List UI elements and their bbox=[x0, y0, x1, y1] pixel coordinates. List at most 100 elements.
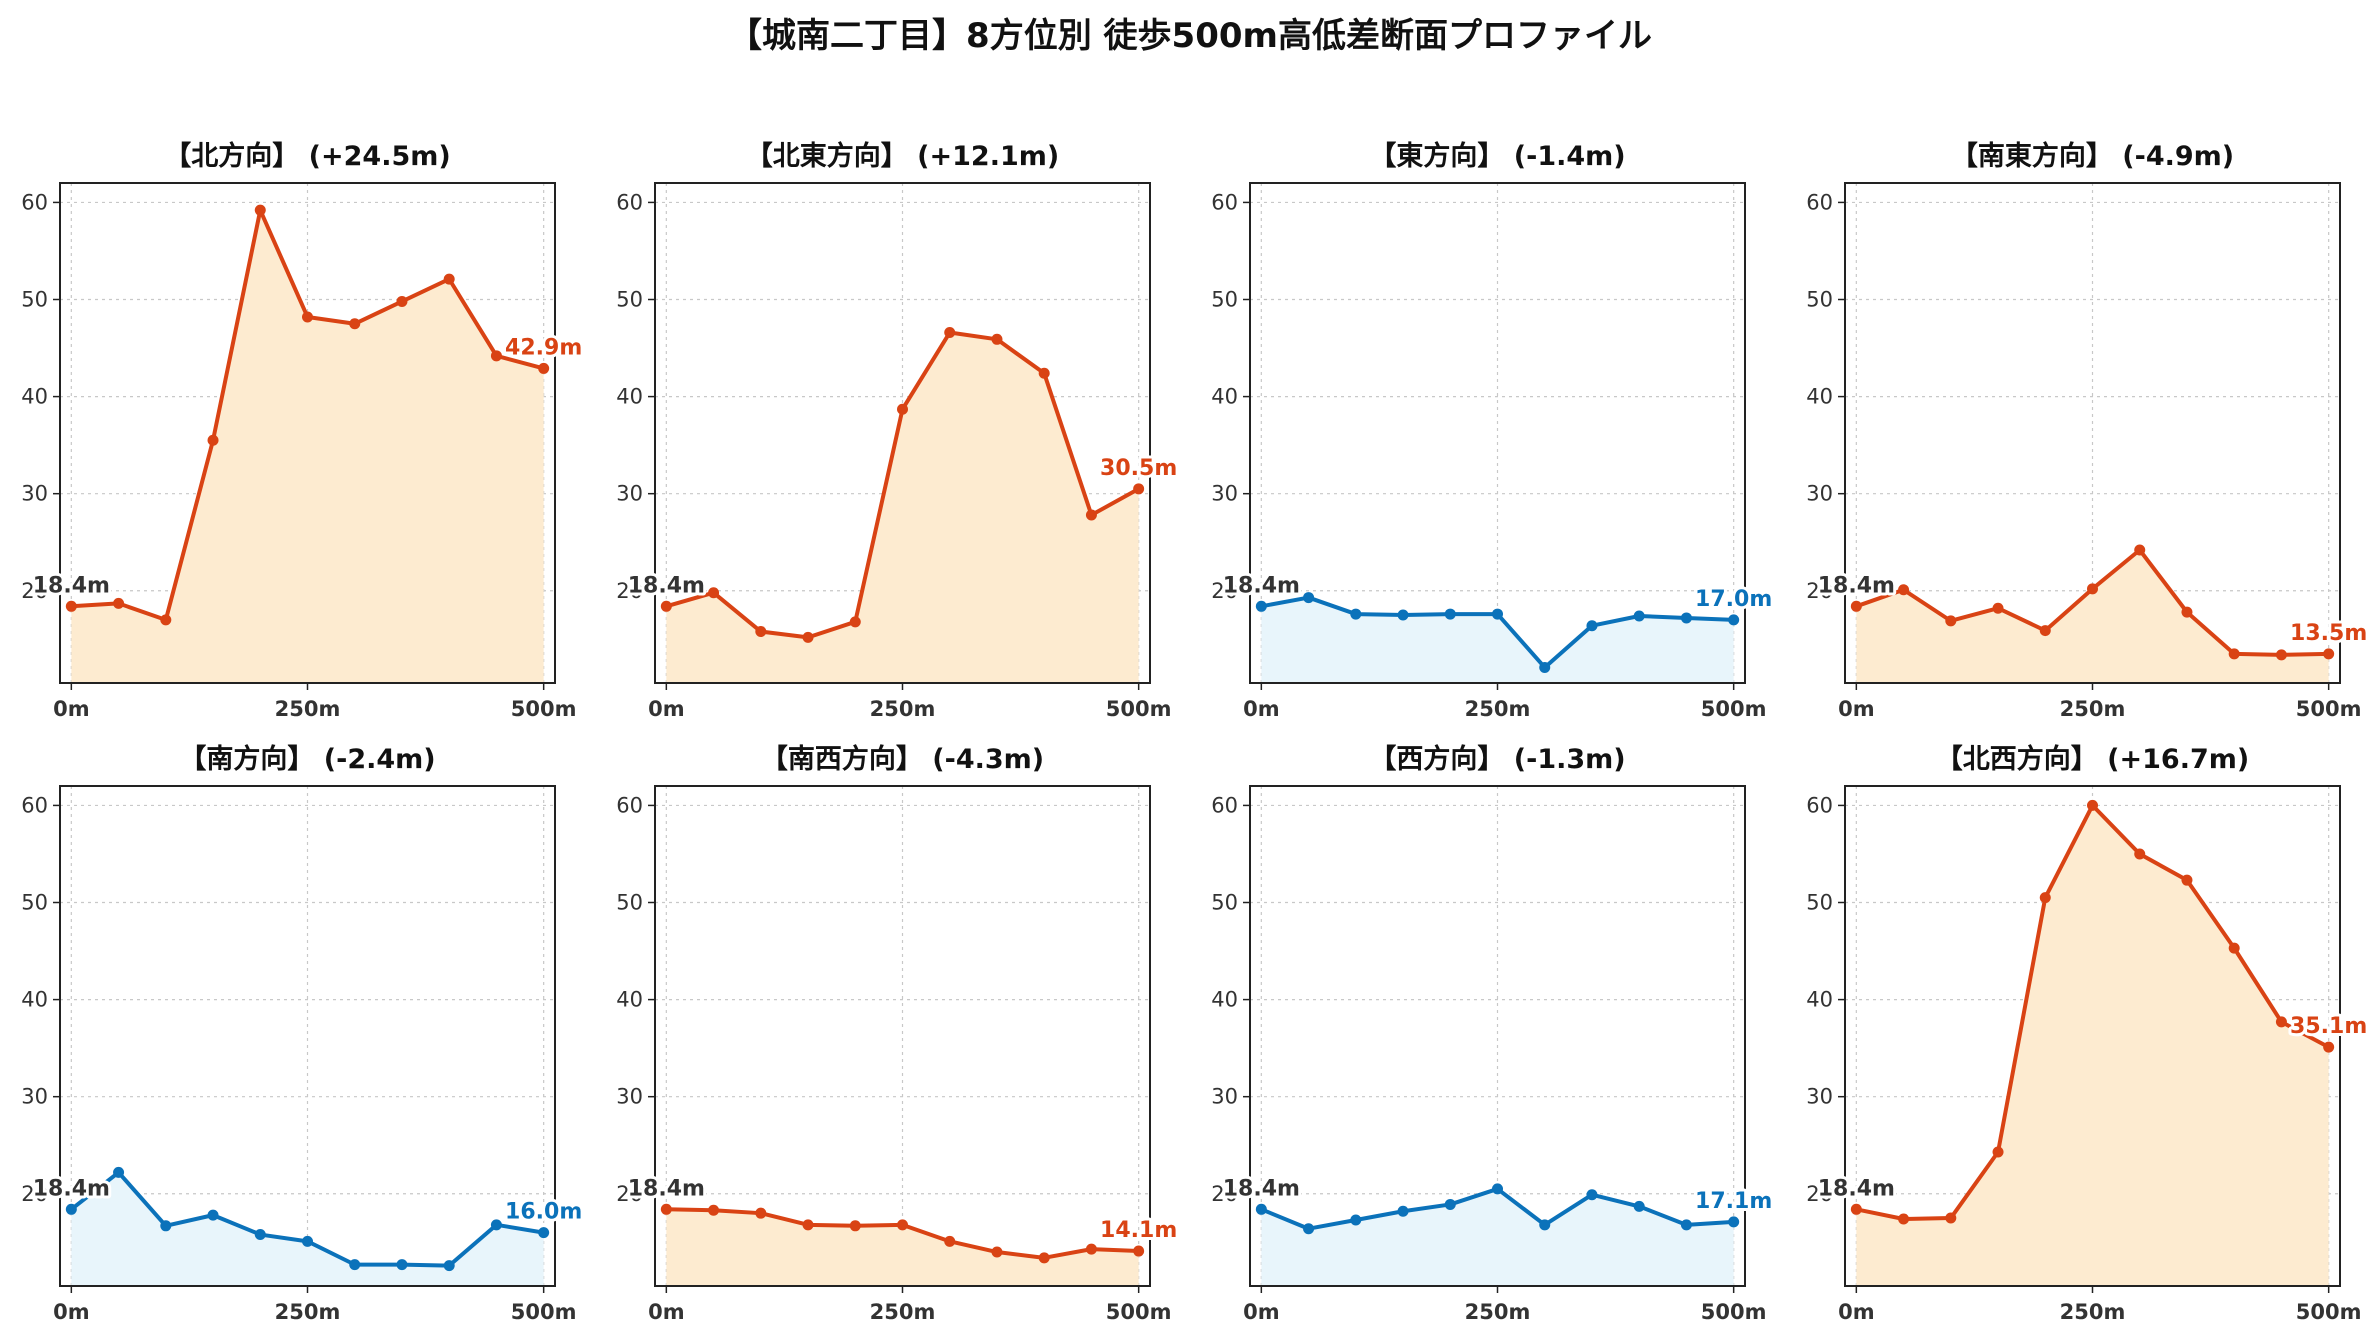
x-tick-label: 0m bbox=[1838, 697, 1875, 721]
data-point bbox=[65, 600, 77, 612]
data-point bbox=[802, 1219, 814, 1231]
data-point bbox=[2181, 606, 2193, 618]
panel-title: 【南方向】 (-2.4m) bbox=[179, 743, 435, 775]
end-label-halo: 14.1m bbox=[1100, 1218, 1177, 1243]
y-tick-label: 50 bbox=[616, 891, 643, 915]
data-point bbox=[1633, 1200, 1645, 1212]
data-point bbox=[1133, 483, 1145, 495]
panel-title: 【北東方向】 (+12.1m) bbox=[746, 140, 1059, 172]
start-label-halo: 18.4m bbox=[1818, 1176, 1895, 1201]
axes-frame bbox=[1844, 182, 2341, 684]
x-tick-label: 250m bbox=[1465, 1300, 1531, 1324]
x-tick-label: 500m bbox=[1106, 1300, 1172, 1324]
data-point bbox=[1038, 1252, 1050, 1264]
y-tick-label: 50 bbox=[21, 891, 48, 915]
y-tick-label: 30 bbox=[1806, 1085, 1833, 1109]
data-point bbox=[2275, 1016, 2287, 1028]
data-point bbox=[2087, 583, 2098, 595]
data-point bbox=[443, 1260, 455, 1272]
start-label: 18.4m bbox=[1223, 573, 1300, 598]
y-tick-label: 20 bbox=[616, 579, 643, 603]
data-point bbox=[160, 614, 172, 626]
x-tick-label: 500m bbox=[511, 1300, 577, 1324]
x-tick-label: 500m bbox=[1106, 697, 1172, 721]
start-label-halo: 18.4m bbox=[1223, 573, 1300, 598]
x-tick-label: 0m bbox=[648, 697, 685, 721]
data-point bbox=[1898, 584, 1910, 596]
y-tick-label: 30 bbox=[616, 1085, 643, 1109]
end-label-halo: 13.5m bbox=[2290, 621, 2367, 646]
data-point bbox=[1680, 1219, 1692, 1231]
data-point bbox=[2087, 799, 2098, 811]
panel-title: 【東方向】 (-1.4m) bbox=[1369, 140, 1625, 172]
x-tick-label: 250m bbox=[2060, 697, 2126, 721]
data-point bbox=[944, 1235, 956, 1247]
x-tick-label: 250m bbox=[870, 1300, 936, 1324]
y-tick-label: 40 bbox=[1806, 385, 1833, 409]
x-tick-label: 0m bbox=[53, 697, 90, 721]
y-tick-label: 60 bbox=[1211, 793, 1238, 817]
y-tick-label: 60 bbox=[21, 793, 48, 817]
y-tick-label: 60 bbox=[1806, 190, 1833, 214]
start-label: 18.4m bbox=[1818, 573, 1895, 598]
data-point bbox=[849, 1220, 861, 1232]
data-point bbox=[1255, 1203, 1267, 1215]
data-point bbox=[2323, 1041, 2335, 1053]
y-tick-label: 30 bbox=[1806, 482, 1833, 506]
y-tick-label: 50 bbox=[1806, 288, 1833, 312]
data-point bbox=[65, 1203, 77, 1215]
data-point bbox=[1728, 614, 1740, 626]
data-point bbox=[1586, 620, 1598, 632]
end-label-halo: 35.1m bbox=[2290, 1014, 2367, 1039]
data-point bbox=[1038, 367, 1050, 379]
area-fill bbox=[1856, 549, 2329, 683]
data-point bbox=[1303, 1223, 1315, 1235]
area-fill bbox=[666, 1209, 1139, 1286]
area-fill bbox=[1856, 805, 2329, 1286]
data-point bbox=[1085, 509, 1097, 521]
data-point bbox=[755, 1207, 767, 1219]
y-tick-label: 30 bbox=[1211, 482, 1238, 506]
start-label-halo: 18.4m bbox=[1818, 573, 1895, 598]
data-point bbox=[254, 204, 266, 216]
data-point bbox=[1303, 592, 1315, 604]
x-tick-label: 250m bbox=[2060, 1300, 2126, 1324]
data-point bbox=[490, 350, 502, 362]
y-tick-label: 40 bbox=[21, 988, 48, 1012]
start-label: 18.4m bbox=[1818, 1176, 1895, 1201]
y-tick-label: 40 bbox=[1211, 988, 1238, 1012]
data-point bbox=[254, 1229, 266, 1241]
data-point bbox=[2181, 874, 2193, 886]
panel-8: 【北西方向】 (+16.7m) 20 30 40 50 60 0m 250m 500m 18.4m… bbox=[1806, 743, 2370, 1324]
data-point bbox=[2228, 648, 2240, 660]
x-tick-label: 0m bbox=[1243, 697, 1280, 721]
axes-frame bbox=[59, 182, 556, 684]
data-point bbox=[660, 600, 672, 612]
end-label-halo: 42.9m bbox=[505, 335, 582, 360]
data-point bbox=[1397, 609, 1409, 621]
end-label-halo: 17.1m bbox=[1695, 1189, 1772, 1214]
y-tick-label: 30 bbox=[616, 482, 643, 506]
figure-title: 【城南二丁目】8方位別 徒歩500m高低差断面プロファイル bbox=[728, 16, 1652, 56]
end-label-halo: 16.0m bbox=[505, 1200, 582, 1225]
area-fill bbox=[1261, 597, 1734, 683]
data-point bbox=[708, 1204, 720, 1216]
end-label-halo: 30.5m bbox=[1100, 456, 1177, 481]
x-tick-label: 500m bbox=[2296, 697, 2362, 721]
start-label-halo: 18.4m bbox=[628, 1176, 705, 1201]
data-point bbox=[2228, 942, 2240, 954]
data-point bbox=[1444, 608, 1456, 620]
start-label: 18.4m bbox=[33, 1176, 110, 1201]
data-point bbox=[2039, 625, 2051, 637]
data-point bbox=[1945, 615, 1957, 627]
panel-4: 【南東方向】 (-4.9m) 20 30 40 50 60 0m 250m 500m 18.4m 1… bbox=[1806, 140, 2370, 721]
y-tick-label: 50 bbox=[21, 288, 48, 312]
end-label: 42.9m bbox=[505, 335, 582, 360]
data-point bbox=[2275, 649, 2287, 661]
data-point bbox=[1085, 1243, 1097, 1255]
start-label-halo: 18.4m bbox=[33, 573, 110, 598]
y-tick-label: 30 bbox=[1211, 1085, 1238, 1109]
data-point bbox=[207, 434, 219, 446]
